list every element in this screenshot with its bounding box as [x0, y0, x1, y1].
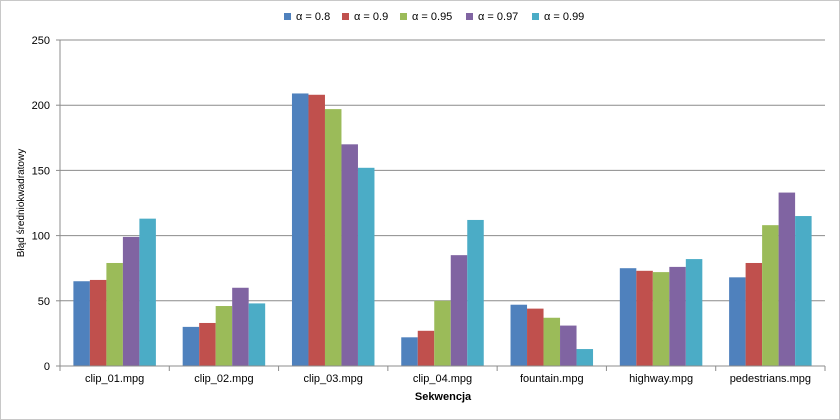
y-tick-labels: 0 50 100 150 200 250	[32, 35, 50, 373]
axes	[56, 39, 826, 371]
bar	[669, 266, 686, 366]
bars	[73, 93, 812, 367]
y-tick-label: 150	[32, 165, 50, 177]
x-tick-label: clip_01.mpg	[85, 373, 144, 385]
bar	[89, 279, 107, 366]
x-tick-label: fountain.mpg	[520, 373, 584, 385]
legend-label: α = 0.95	[412, 11, 452, 23]
legend-label: α = 0.99	[544, 11, 584, 23]
x-tick-labels: clip_01.mpg clip_02.mpg clip_03.mpg clip_04…	[85, 373, 811, 385]
bar	[106, 262, 123, 366]
bar	[745, 262, 763, 366]
bar	[467, 219, 484, 366]
bar	[291, 93, 309, 367]
bar	[215, 306, 233, 366]
bar	[308, 94, 325, 366]
bar	[729, 277, 746, 366]
y-tick-label: 200	[32, 100, 50, 112]
legend-swatch	[466, 13, 473, 20]
bar	[182, 326, 200, 366]
bar	[248, 303, 266, 366]
bar	[357, 167, 375, 366]
y-tick-label: 250	[32, 35, 50, 47]
bar	[73, 281, 90, 366]
bar	[417, 330, 435, 366]
bar	[795, 216, 812, 366]
x-tick-label: clip_02.mpg	[194, 373, 253, 385]
bar	[122, 236, 140, 366]
legend-swatch	[400, 13, 407, 20]
x-tick-label: highway.mpg	[629, 373, 693, 385]
x-tick-label: clip_03.mpg	[304, 373, 363, 385]
x-tick-label: clip_04.mpg	[413, 373, 472, 385]
bar	[652, 272, 670, 366]
bar	[778, 192, 796, 366]
legend-label: α = 0.97	[478, 11, 518, 23]
x-tick-label: pedestrians.mpg	[730, 373, 811, 385]
bar	[341, 144, 358, 366]
bar	[401, 337, 418, 366]
bar	[527, 308, 544, 366]
bar	[543, 317, 561, 366]
legend-swatch	[284, 13, 291, 20]
bar	[232, 287, 249, 366]
legend-label: α = 0.8	[296, 11, 330, 23]
bar	[434, 300, 451, 366]
bar	[510, 304, 528, 366]
legend-label: α = 0.9	[354, 11, 388, 23]
bar	[450, 255, 468, 366]
legend-swatch	[342, 13, 349, 20]
x-axis-title: Sekwencja	[415, 391, 472, 403]
bar	[139, 218, 156, 366]
bar	[199, 322, 216, 366]
bar	[685, 259, 703, 366]
bar	[636, 270, 653, 366]
bar	[560, 325, 577, 366]
legend-swatch	[532, 13, 539, 20]
gridlines	[60, 39, 825, 302]
bar	[619, 268, 637, 366]
bar	[324, 109, 342, 366]
y-tick-label: 50	[38, 296, 50, 308]
legend: α = 0.8 α = 0.9 α = 0.95 α = 0.97 α = 0.99	[284, 11, 584, 23]
y-tick-label: 100	[32, 231, 50, 243]
y-tick-label: 0	[44, 361, 50, 373]
y-axis-title: Błąd średniokwadratowy	[16, 149, 27, 257]
bar	[576, 349, 594, 366]
bar	[762, 225, 779, 366]
